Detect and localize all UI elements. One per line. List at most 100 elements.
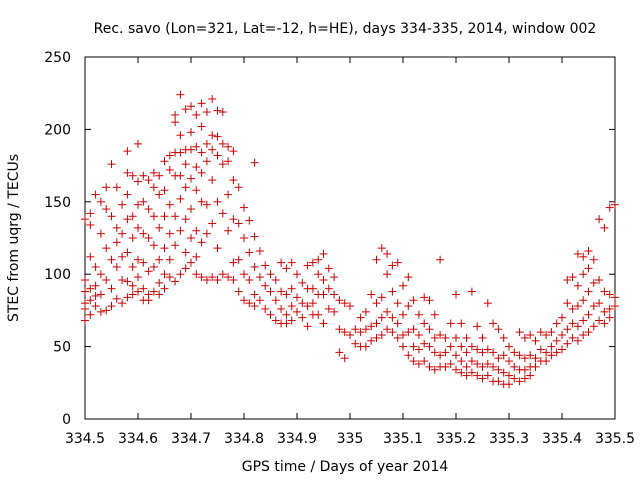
data-point [261,261,270,270]
data-point [452,290,460,299]
data-point [600,307,609,316]
data-point [319,275,328,284]
data-point [112,238,121,247]
data-point [139,284,148,293]
data-point [181,248,190,257]
data-point [229,215,238,224]
data-point [208,219,217,228]
chart-title: Rec. savo (Lon=321, Lat=-12, h=HE), days… [94,21,597,37]
data-point [271,296,280,305]
data-point [589,322,598,331]
data-point [441,362,450,371]
data-point [123,293,132,302]
data-point [266,310,275,319]
data-point [282,290,291,299]
data-point [112,262,121,271]
data-point [255,296,264,305]
data-point [187,145,195,154]
data-point [494,377,503,386]
data-point [213,151,222,160]
data-point [171,118,180,127]
data-point [176,90,185,99]
data-point [192,163,201,172]
data-point [531,362,540,371]
data-point [155,171,164,180]
data-point [118,299,127,308]
data-point [266,287,275,296]
data-point [261,281,270,290]
data-point [361,325,370,334]
data-point [250,232,259,241]
data-point [388,313,397,322]
data-point [149,262,158,271]
data-point [91,262,100,271]
data-point [457,368,466,377]
data-point [573,249,582,258]
data-point [531,354,540,363]
data-point [202,157,211,166]
data-point [144,205,153,214]
data-point [600,319,609,328]
data-point [224,273,233,282]
data-point [171,212,180,221]
data-point [505,357,513,366]
data-point [197,122,206,131]
data-point [250,302,259,311]
data-point [568,319,577,328]
data-point [377,293,386,302]
data-point [393,299,402,308]
data-point [467,357,476,366]
data-point [478,348,487,357]
data-point [234,183,243,192]
data-point [404,351,413,360]
data-point [91,302,100,311]
data-point [112,183,121,192]
data-point [229,275,238,284]
data-point [112,223,121,232]
data-point [441,333,450,342]
data-point [430,365,439,374]
data-point [372,319,381,328]
data-point [250,290,259,299]
data-point [520,333,529,342]
data-point [462,348,471,357]
data-point [160,284,169,293]
data-point [176,270,185,279]
data-point [287,316,296,325]
data-point [330,273,339,282]
data-point [377,331,386,340]
data-point [579,296,588,305]
data-point [293,293,301,302]
data-point [542,348,551,357]
data-point [558,345,566,354]
data-point [589,302,598,311]
data-point [192,226,201,235]
data-point [573,336,582,345]
data-point [197,273,206,282]
data-point [393,258,402,267]
data-point [240,296,248,305]
data-point [229,147,238,156]
data-point [605,304,614,313]
data-point [261,304,270,313]
x-tick-label: 335.2 [436,431,476,447]
data-point [420,293,429,302]
data-point [330,290,339,299]
data-point [399,310,407,319]
data-point [229,176,238,185]
data-point [144,267,153,276]
data-point [436,331,445,340]
data-point [282,310,291,319]
data-point [510,362,519,371]
data-point [467,368,476,377]
data-point [420,319,429,328]
data-point [287,284,296,293]
data-point [478,374,487,383]
data-point [155,278,164,287]
data-point [271,275,280,284]
data-point [324,264,333,273]
data-point [208,176,217,185]
data-point [346,302,354,311]
data-point [123,190,132,199]
data-point [81,287,89,296]
